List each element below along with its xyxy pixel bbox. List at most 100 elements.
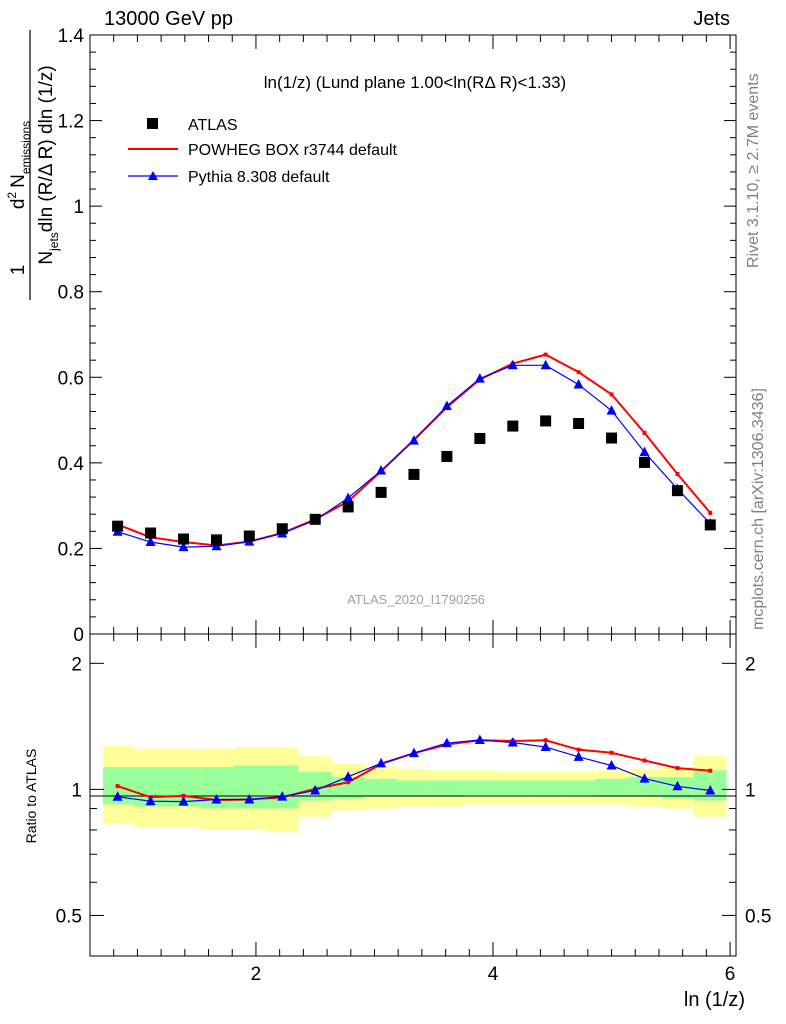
pythia-ratio-point [376, 757, 387, 768]
upper-y-tick-label: 0 [73, 625, 84, 646]
y-label-numerator-one: 1 [8, 265, 29, 276]
panel-title: ln(1/z) (Lund plane 1.00<ln(RΔ R)<1.33) [264, 73, 566, 92]
lower-axis-ticks: 2 4 6 0.5 0.5 1 1 2 2 [56, 634, 771, 985]
inner-band-segment [594, 778, 629, 797]
pythia-ratio-point [310, 784, 321, 795]
ratio-uncertainty-bands [103, 745, 727, 833]
powheg-ratio-point [708, 768, 713, 773]
atlas-point [178, 533, 190, 545]
legend-atlas-label: ATLAS [188, 117, 238, 134]
y-label-denominator: Njetsdln (R/Δ R) dln (1/z) [36, 65, 61, 264]
pythia-ratio-point [408, 747, 419, 758]
header-left: 13000 GeV pp [104, 8, 233, 30]
atlas-point [112, 520, 124, 532]
powheg-point [708, 510, 713, 515]
upper-series [112, 352, 716, 552]
pythia-ratio-point [277, 791, 288, 801]
legend-pythia-marker [148, 171, 158, 180]
atlas-point [210, 534, 222, 546]
powheg-line [117, 353, 712, 547]
upper-y-tick-label: 0.6 [58, 368, 84, 389]
x-tick-label: 2 [251, 964, 262, 985]
atlas-point [276, 523, 288, 535]
atlas-point [474, 432, 486, 444]
y-label-numerator: d2Nemissions [5, 121, 33, 209]
powheg-point [576, 370, 581, 375]
pythia-point [507, 359, 518, 370]
atlas-point [540, 415, 552, 427]
inner-band-segment [430, 780, 464, 797]
powheg-ratio-point [543, 738, 548, 743]
pythia-ratio-point [474, 734, 485, 744]
upper-y-tick-label: 0.2 [58, 539, 84, 560]
inner-band-segment [463, 780, 497, 795]
pythia-point [145, 536, 156, 547]
inner-band-segment [529, 780, 562, 795]
pythia-point [211, 540, 222, 551]
upper-y-axis-label: 1 d2Nemissions Njetsdln (R/Δ R) dln (1/z… [5, 30, 61, 300]
atlas-point [375, 486, 387, 498]
atlas-point [704, 519, 716, 531]
pythia-ratio-point [441, 737, 452, 748]
atlas-point [638, 456, 650, 468]
powheg-ratio-point [576, 747, 581, 752]
x-tick-label: 4 [488, 964, 499, 985]
lower-y-tick-label: 1 [71, 780, 82, 801]
pythia-point [408, 435, 419, 445]
legend: ATLAS POWHEG BOX r3744 default Pythia 8.… [128, 117, 398, 186]
powheg-point [609, 392, 614, 397]
powheg-ratio-point [642, 758, 647, 763]
lower-plot-frame [89, 633, 737, 957]
inner-band-segment [331, 777, 365, 799]
pythia-point [343, 492, 354, 502]
powheg-ratio-point [609, 750, 614, 755]
atlas-point [573, 417, 585, 429]
atlas-point [671, 485, 683, 497]
ratio-y-axis-label: Ratio to ATLAS [23, 749, 39, 844]
atlas-point [606, 432, 618, 444]
pythia-ratio-point [244, 793, 255, 804]
pythia-ratio-point [540, 741, 551, 752]
pythia-ratio-point [178, 796, 189, 806]
inner-band-segment [561, 780, 595, 795]
inner-band-segment [265, 765, 299, 809]
powheg-point [642, 430, 647, 435]
lower-y-tick-label-right: 1 [745, 780, 756, 801]
analysis-watermark: ATLAS_2020_I1790256 [347, 592, 485, 607]
pythia-ratio-point [606, 760, 617, 770]
inner-band-segment [364, 778, 397, 797]
lower-y-tick-label-right: 2 [745, 654, 756, 675]
atlas-point [441, 450, 453, 462]
inner-band-segment [496, 780, 530, 795]
atlas-point [309, 513, 321, 525]
powheg-ratio-point [346, 780, 351, 785]
pythia-point [639, 446, 650, 457]
pythia-point [606, 405, 617, 415]
mcplots-label: mcplots.cern.ch [arXiv:1306.3436] [750, 388, 767, 630]
inner-band-segment [396, 780, 431, 797]
legend-powheg-label: POWHEG BOX r3744 default [188, 142, 398, 159]
pythia-point [178, 541, 189, 552]
atlas-point [145, 527, 157, 539]
lower-y-tick-label: 0.5 [56, 906, 82, 927]
pythia-ratio-point [573, 751, 584, 761]
atlas-point [408, 468, 420, 480]
inner-band-segment [628, 777, 662, 797]
pythia-line [117, 364, 711, 548]
pythia-ratio-point [672, 780, 683, 791]
upper-axis-ticks: 0 0.2 0.4 0.6 0.8 1 1.2 1.4 [58, 26, 736, 646]
pythia-ratio-point [145, 795, 156, 806]
x-axis-label: ln (1/z) [684, 989, 745, 1011]
powheg-ratio-point [181, 793, 186, 798]
pythia-point [573, 379, 584, 389]
upper-y-tick-label: 1.2 [58, 112, 84, 133]
pythia-point [474, 373, 485, 383]
legend-atlas-marker [147, 118, 158, 129]
header-right: Jets [693, 8, 730, 30]
pythia-ratio-point [343, 771, 354, 781]
upper-y-tick-label: 0.8 [58, 283, 84, 304]
upper-y-tick-label: 0.4 [58, 454, 85, 475]
powheg-ratio-point [675, 766, 680, 771]
atlas-point [243, 530, 255, 542]
